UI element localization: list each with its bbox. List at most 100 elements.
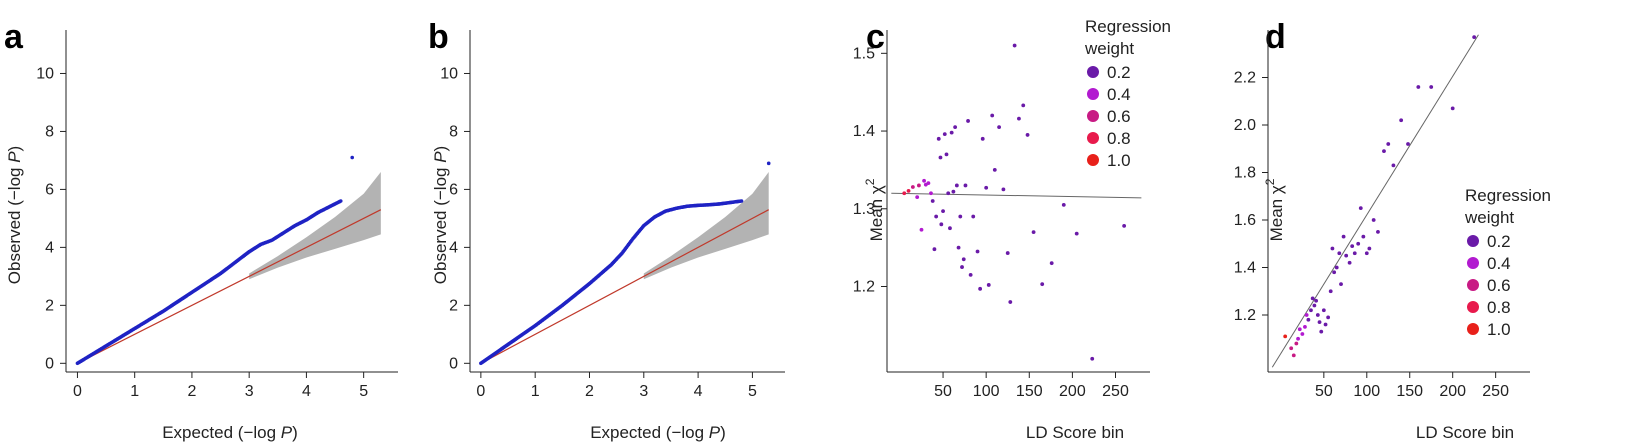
y-tick-label: 1.6 [1234,212,1256,229]
data-point [1306,317,1311,322]
data-point [1005,251,1010,255]
legend-swatch [1467,301,1479,313]
y-tick-label: 1.4 [1234,260,1256,277]
reference-line [480,209,769,364]
data-point [1323,322,1328,327]
panel-label-d: d [1265,18,1286,56]
fit-line [891,192,1142,199]
y-axis-label: Mean χ2 [1263,178,1286,241]
data-point [1040,282,1045,287]
data-point [1334,265,1339,270]
fit-line [1271,34,1479,368]
qq-point [338,199,343,203]
data-point [1049,261,1054,266]
legend-swatch [1087,66,1099,78]
data-point [1315,313,1320,317]
legend-label: 0.2 [1487,232,1511,251]
data-point [1332,270,1337,275]
x-axis: 50 100 150 200 250 [1268,371,1530,400]
data-point [1017,116,1021,121]
x-tick-label: 50 [934,383,952,400]
data-point [1472,35,1477,40]
regression-line [891,192,1142,199]
data-point [915,195,920,200]
data-point [963,183,968,188]
data-point [1312,303,1317,308]
legend-swatch [1467,235,1479,247]
y-axis-label: Mean χ2 [863,178,886,241]
data-point [1406,142,1410,146]
null-line [480,209,769,364]
y-tick-label: 1.3 [853,201,875,218]
data-point [1450,106,1455,111]
data-point [1283,334,1288,339]
data-point [938,155,943,160]
x-axis-label: Expected (−log P) [590,423,726,442]
y-axis: 0 2 4 6 8 10 [440,30,471,372]
legend-swatch [1467,323,1479,335]
x-tick-label: 2 [585,383,594,400]
data-point [1341,234,1346,239]
data-point [934,214,939,219]
data-point [919,227,924,232]
x-tick-label: 250 [1102,383,1129,400]
y-tick-label: 8 [45,123,54,140]
legend-label: 0.4 [1107,85,1131,104]
confidence-band [643,172,769,280]
legend-title: weight [1084,39,1134,58]
x-tick-label: 200 [1439,383,1466,400]
legend-title: Regression [1085,17,1171,36]
data-point [951,189,956,194]
x-tick-label: 5 [748,383,757,400]
data-point [1008,300,1013,304]
data-point [941,209,945,214]
panel-c: c 50 100 150 200 250 1.2 1.3 1.4 1.5 Regression… [853,17,1171,442]
data-point [960,265,964,269]
scatter-points [902,43,1127,361]
x-axis: 0 1 2 3 4 5 [470,371,785,400]
data-point [1031,230,1036,234]
data-point [1330,246,1335,251]
data-point [932,247,937,252]
x-axis: 50 100 150 200 250 [887,371,1150,400]
data-point [930,199,935,203]
data-point [968,272,973,277]
data-point [1416,85,1421,89]
legend-label: 0.2 [1107,63,1131,82]
legend-swatch [1467,257,1479,269]
x-tick-label: 4 [302,383,311,400]
data-point [949,130,954,135]
legend-swatch [1467,279,1479,291]
data-point [971,214,976,219]
data-point [1352,251,1357,256]
y-tick-label: 1.8 [1234,165,1256,182]
legend-swatch [1087,132,1099,144]
data-point [954,183,959,188]
y-tick-label: 2.0 [1234,117,1256,134]
data-point [1347,260,1352,265]
y-tick-label: 10 [36,65,54,82]
data-point [978,286,983,291]
x-tick-label: 3 [639,383,648,400]
y-tick-label: 6 [449,181,458,198]
data-point [942,132,947,137]
data-point [1021,103,1026,108]
data-point [1291,353,1296,358]
data-point [990,113,995,118]
data-point [992,168,997,172]
data-point [1344,253,1349,258]
data-point [1012,43,1017,48]
data-point [961,257,966,262]
x-tick-label: 2 [187,383,196,400]
y-tick-label: 10 [440,65,458,82]
y-tick-label: 1.2 [1234,307,1256,324]
data-point [1303,324,1307,329]
y-axis-label: Observed (−log P) [5,146,24,284]
y-tick-label: 8 [449,123,458,140]
x-tick-label: 3 [245,383,254,400]
reference-line [77,209,382,364]
x-tick-label: 0 [73,383,82,400]
x-tick-label: 50 [1315,383,1333,400]
y-axis: 0 2 4 6 8 10 [36,30,67,372]
y-tick-label: 6 [45,181,54,198]
